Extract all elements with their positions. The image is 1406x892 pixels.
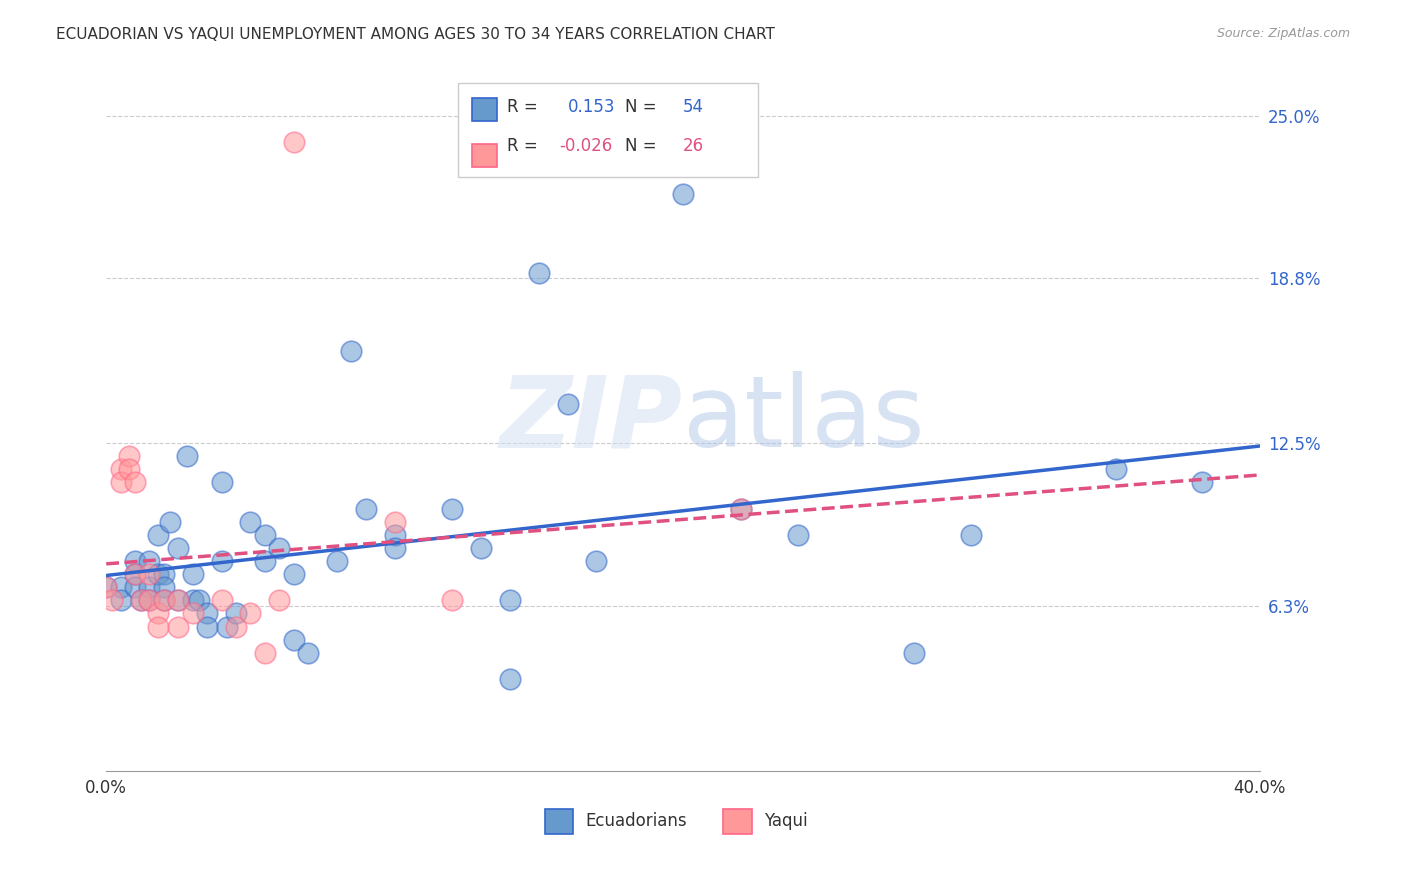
Ecuadorians (499, 672, 522, 686)
Yaqui (138, 567, 160, 582)
Ecuadorians (903, 646, 925, 660)
Yaqui (181, 607, 204, 621)
Ecuadorians (340, 344, 363, 359)
Ecuadorians (384, 528, 406, 542)
Ecuadorians (110, 593, 132, 607)
Ecuadorians (124, 554, 146, 568)
Yaqui (225, 619, 247, 633)
Yaqui (441, 593, 464, 607)
Text: atlas: atlas (683, 371, 925, 468)
Yaqui (253, 646, 276, 660)
Text: ZIP: ZIP (501, 371, 683, 468)
Ecuadorians (297, 646, 319, 660)
Text: -0.026: -0.026 (560, 136, 613, 154)
Ecuadorians (585, 554, 607, 568)
Ecuadorians (253, 554, 276, 568)
Yaqui (129, 593, 152, 607)
Text: R =: R = (506, 136, 543, 154)
Ecuadorians (167, 541, 190, 555)
Ecuadorians (195, 607, 218, 621)
Yaqui (96, 580, 118, 594)
Ecuadorians (146, 528, 169, 542)
Ecuadorians (124, 580, 146, 594)
Yaqui (124, 567, 146, 582)
Text: ECUADORIAN VS YAQUI UNEMPLOYMENT AMONG AGES 30 TO 34 YEARS CORRELATION CHART: ECUADORIAN VS YAQUI UNEMPLOYMENT AMONG A… (56, 27, 775, 42)
Yaqui (283, 135, 305, 149)
Ecuadorians (129, 593, 152, 607)
Ecuadorians (527, 266, 550, 280)
Yaqui (167, 593, 190, 607)
Yaqui (138, 593, 160, 607)
Ecuadorians (138, 580, 160, 594)
Text: N =: N = (626, 98, 662, 116)
Yaqui (239, 607, 262, 621)
FancyBboxPatch shape (723, 809, 752, 834)
Yaqui (269, 593, 291, 607)
Yaqui (384, 515, 406, 529)
Ecuadorians (124, 567, 146, 582)
Yaqui (153, 593, 176, 607)
Text: 54: 54 (683, 98, 704, 116)
FancyBboxPatch shape (472, 98, 498, 121)
Text: N =: N = (626, 136, 662, 154)
Yaqui (146, 619, 169, 633)
Ecuadorians (110, 580, 132, 594)
Ecuadorians (96, 580, 118, 594)
Yaqui (124, 475, 146, 490)
Yaqui (730, 501, 752, 516)
Text: 26: 26 (683, 136, 704, 154)
Ecuadorians (384, 541, 406, 555)
Ecuadorians (283, 632, 305, 647)
Ecuadorians (960, 528, 983, 542)
Ecuadorians (557, 397, 579, 411)
Ecuadorians (176, 449, 198, 463)
Yaqui (167, 619, 190, 633)
Yaqui (110, 462, 132, 476)
Ecuadorians (195, 619, 218, 633)
Yaqui (110, 475, 132, 490)
Ecuadorians (159, 515, 181, 529)
Yaqui (101, 593, 124, 607)
Ecuadorians (787, 528, 810, 542)
Ecuadorians (269, 541, 291, 555)
FancyBboxPatch shape (544, 809, 574, 834)
Text: R =: R = (506, 98, 543, 116)
Ecuadorians (167, 593, 190, 607)
FancyBboxPatch shape (472, 144, 498, 167)
Ecuadorians (441, 501, 464, 516)
Yaqui (118, 449, 141, 463)
Ecuadorians (253, 528, 276, 542)
Text: 0.153: 0.153 (568, 98, 616, 116)
Ecuadorians (187, 593, 209, 607)
Ecuadorians (225, 607, 247, 621)
Ecuadorians (239, 515, 262, 529)
Ecuadorians (283, 567, 305, 582)
Ecuadorians (146, 567, 169, 582)
Ecuadorians (211, 554, 233, 568)
Ecuadorians (499, 593, 522, 607)
Ecuadorians (730, 501, 752, 516)
Ecuadorians (1191, 475, 1213, 490)
Text: Ecuadorians: Ecuadorians (585, 812, 686, 830)
Text: Yaqui: Yaqui (763, 812, 807, 830)
Ecuadorians (1104, 462, 1126, 476)
Ecuadorians (470, 541, 492, 555)
FancyBboxPatch shape (458, 83, 758, 178)
Ecuadorians (326, 554, 349, 568)
Ecuadorians (181, 593, 204, 607)
Ecuadorians (138, 554, 160, 568)
Ecuadorians (354, 501, 377, 516)
Text: Source: ZipAtlas.com: Source: ZipAtlas.com (1216, 27, 1350, 40)
Ecuadorians (153, 593, 176, 607)
Yaqui (118, 462, 141, 476)
Yaqui (211, 593, 233, 607)
Ecuadorians (181, 567, 204, 582)
Ecuadorians (211, 475, 233, 490)
Ecuadorians (672, 187, 695, 202)
Ecuadorians (217, 619, 239, 633)
Ecuadorians (138, 593, 160, 607)
Ecuadorians (153, 580, 176, 594)
Yaqui (146, 607, 169, 621)
Ecuadorians (153, 567, 176, 582)
